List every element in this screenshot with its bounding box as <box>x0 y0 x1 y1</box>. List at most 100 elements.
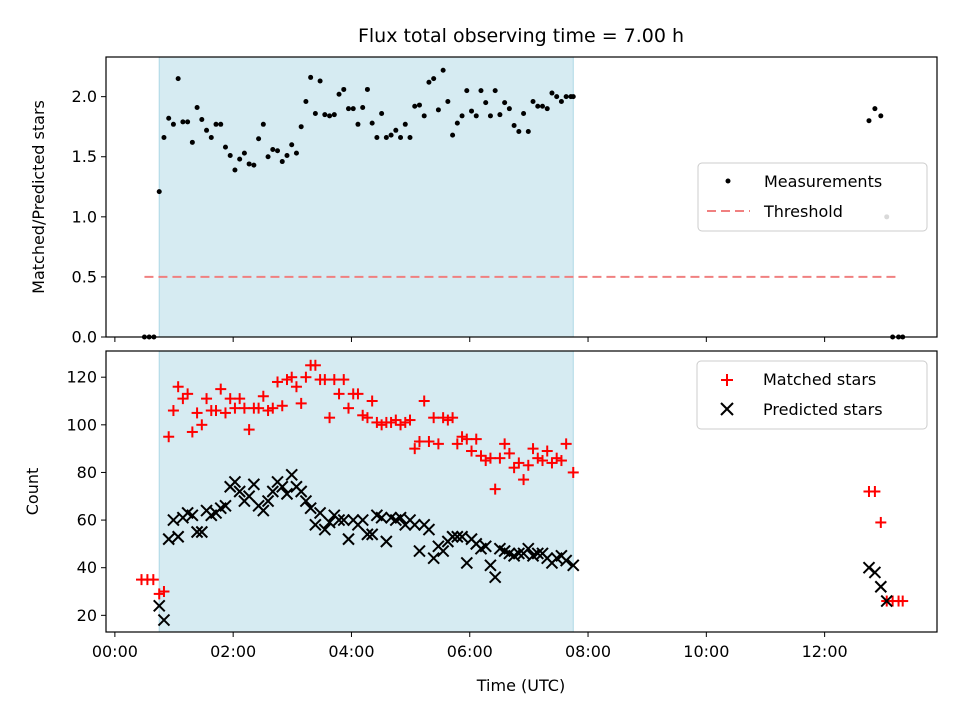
matched-point <box>257 390 269 402</box>
matched-point <box>172 381 184 393</box>
measurement-point <box>251 162 257 168</box>
measurement-point <box>199 116 205 122</box>
matched-point <box>352 388 364 400</box>
y-axis-label-top: Matched/Predicted stars <box>29 100 48 294</box>
x-axis-label: Time (UTC) <box>476 676 565 695</box>
bot-ytick-label: 80 <box>77 463 97 482</box>
matched-point <box>366 395 378 407</box>
matched-point <box>532 452 544 464</box>
predicted-point-b <box>436 544 450 558</box>
measurement-point <box>355 121 361 127</box>
predicted-point-b <box>304 501 317 515</box>
measurement-point <box>478 88 484 94</box>
legend-label-matched: Matched stars <box>763 370 876 389</box>
measurement-point <box>360 104 366 110</box>
matched-point <box>328 374 340 386</box>
predicted-point-b <box>195 525 209 539</box>
legend-label-threshold: Threshold <box>763 202 843 221</box>
predicted-point-b <box>285 468 298 482</box>
measurement-point <box>265 154 271 160</box>
legend-marker-predicted <box>720 402 734 416</box>
measurement-point <box>445 98 451 104</box>
measurement-point <box>256 136 262 142</box>
measurement-point <box>487 113 493 119</box>
measurement-point <box>421 113 427 119</box>
matched-point <box>480 455 492 467</box>
panel-counts: 20 40 60 80 100 120 00:00 02:00 04:00 06:00 08:00… <box>23 350 938 695</box>
measurement-point <box>246 161 252 167</box>
predicted-point-b <box>337 513 350 527</box>
predicted-point-b <box>427 551 440 565</box>
predicted-point-b <box>408 518 421 532</box>
matched-point <box>503 447 515 459</box>
predicted-point-b <box>294 485 308 498</box>
predicted-point-b <box>299 494 313 508</box>
measurement-point <box>298 124 304 130</box>
predicted-point <box>880 594 893 608</box>
axes-frame-bottom <box>105 350 938 633</box>
predicted-point <box>337 513 350 527</box>
measurement-point <box>364 86 370 92</box>
measurement-point <box>502 100 508 106</box>
y-axis-label-bottom: Count <box>23 468 42 516</box>
predicted-point <box>567 559 580 572</box>
predicted-point-b <box>162 532 175 546</box>
matched-point <box>281 374 293 386</box>
matched-point <box>395 419 407 431</box>
predicted-point-b <box>181 506 194 520</box>
measurement-point <box>383 135 389 141</box>
measurement-point <box>374 135 380 141</box>
predicted-point <box>294 485 308 498</box>
matched-point <box>147 574 159 586</box>
predicted-point <box>408 518 421 532</box>
top-ytick: 0.5 <box>72 267 106 286</box>
measurement-point <box>464 88 470 94</box>
measurement-point <box>317 78 323 84</box>
predicted-point <box>233 485 246 498</box>
predicted-point <box>394 511 407 524</box>
measurement-point <box>866 118 872 124</box>
matched-point <box>567 466 579 478</box>
measurement-point <box>194 104 200 110</box>
measurement-point <box>222 144 228 150</box>
top-ytick: 0.0 <box>72 328 106 347</box>
matched-point <box>361 412 373 424</box>
bot-ytick: 20 <box>77 606 106 625</box>
measurement-point <box>469 108 475 114</box>
matched-point <box>518 474 530 486</box>
predicted-point <box>427 551 440 565</box>
predicted-point-b <box>375 511 388 524</box>
matched-point <box>522 459 534 471</box>
predicted-point <box>413 544 426 558</box>
matched-point <box>390 414 402 426</box>
predicted-point <box>228 475 242 489</box>
measurement-point <box>431 76 437 82</box>
x-axis-ticks-top <box>114 337 826 342</box>
measurement-point <box>878 113 884 119</box>
predicted-point-b <box>384 511 398 524</box>
matched-point <box>290 381 302 393</box>
predicted-point <box>242 490 256 503</box>
matched-point <box>428 412 440 424</box>
y-axis-ticks-top: 0.0 0.5 1.0 1.5 2.0 <box>72 87 106 347</box>
matched-point <box>286 371 298 383</box>
predicted-point <box>874 580 888 593</box>
y-axis-ticks-bottom: 20 40 60 80 100 120 <box>66 368 106 625</box>
predicted-point <box>868 566 882 579</box>
matched-point <box>177 393 189 405</box>
matched-point <box>499 438 511 450</box>
measurement-point <box>279 159 285 165</box>
top-ytick: 2.0 <box>72 87 106 106</box>
bot-ytick: 60 <box>77 511 106 530</box>
predicted-point <box>280 487 294 501</box>
predicted-point-b <box>498 544 511 558</box>
measurement-point <box>473 113 479 119</box>
predicted-point <box>455 530 469 543</box>
bot-ytick-label: 60 <box>77 511 97 530</box>
bot-ytick-label: 20 <box>77 606 97 625</box>
matched-point <box>447 412 459 424</box>
matched-point <box>432 438 444 450</box>
matched-point <box>451 438 463 450</box>
measurement-point <box>369 120 375 126</box>
measurement-point <box>544 106 550 112</box>
